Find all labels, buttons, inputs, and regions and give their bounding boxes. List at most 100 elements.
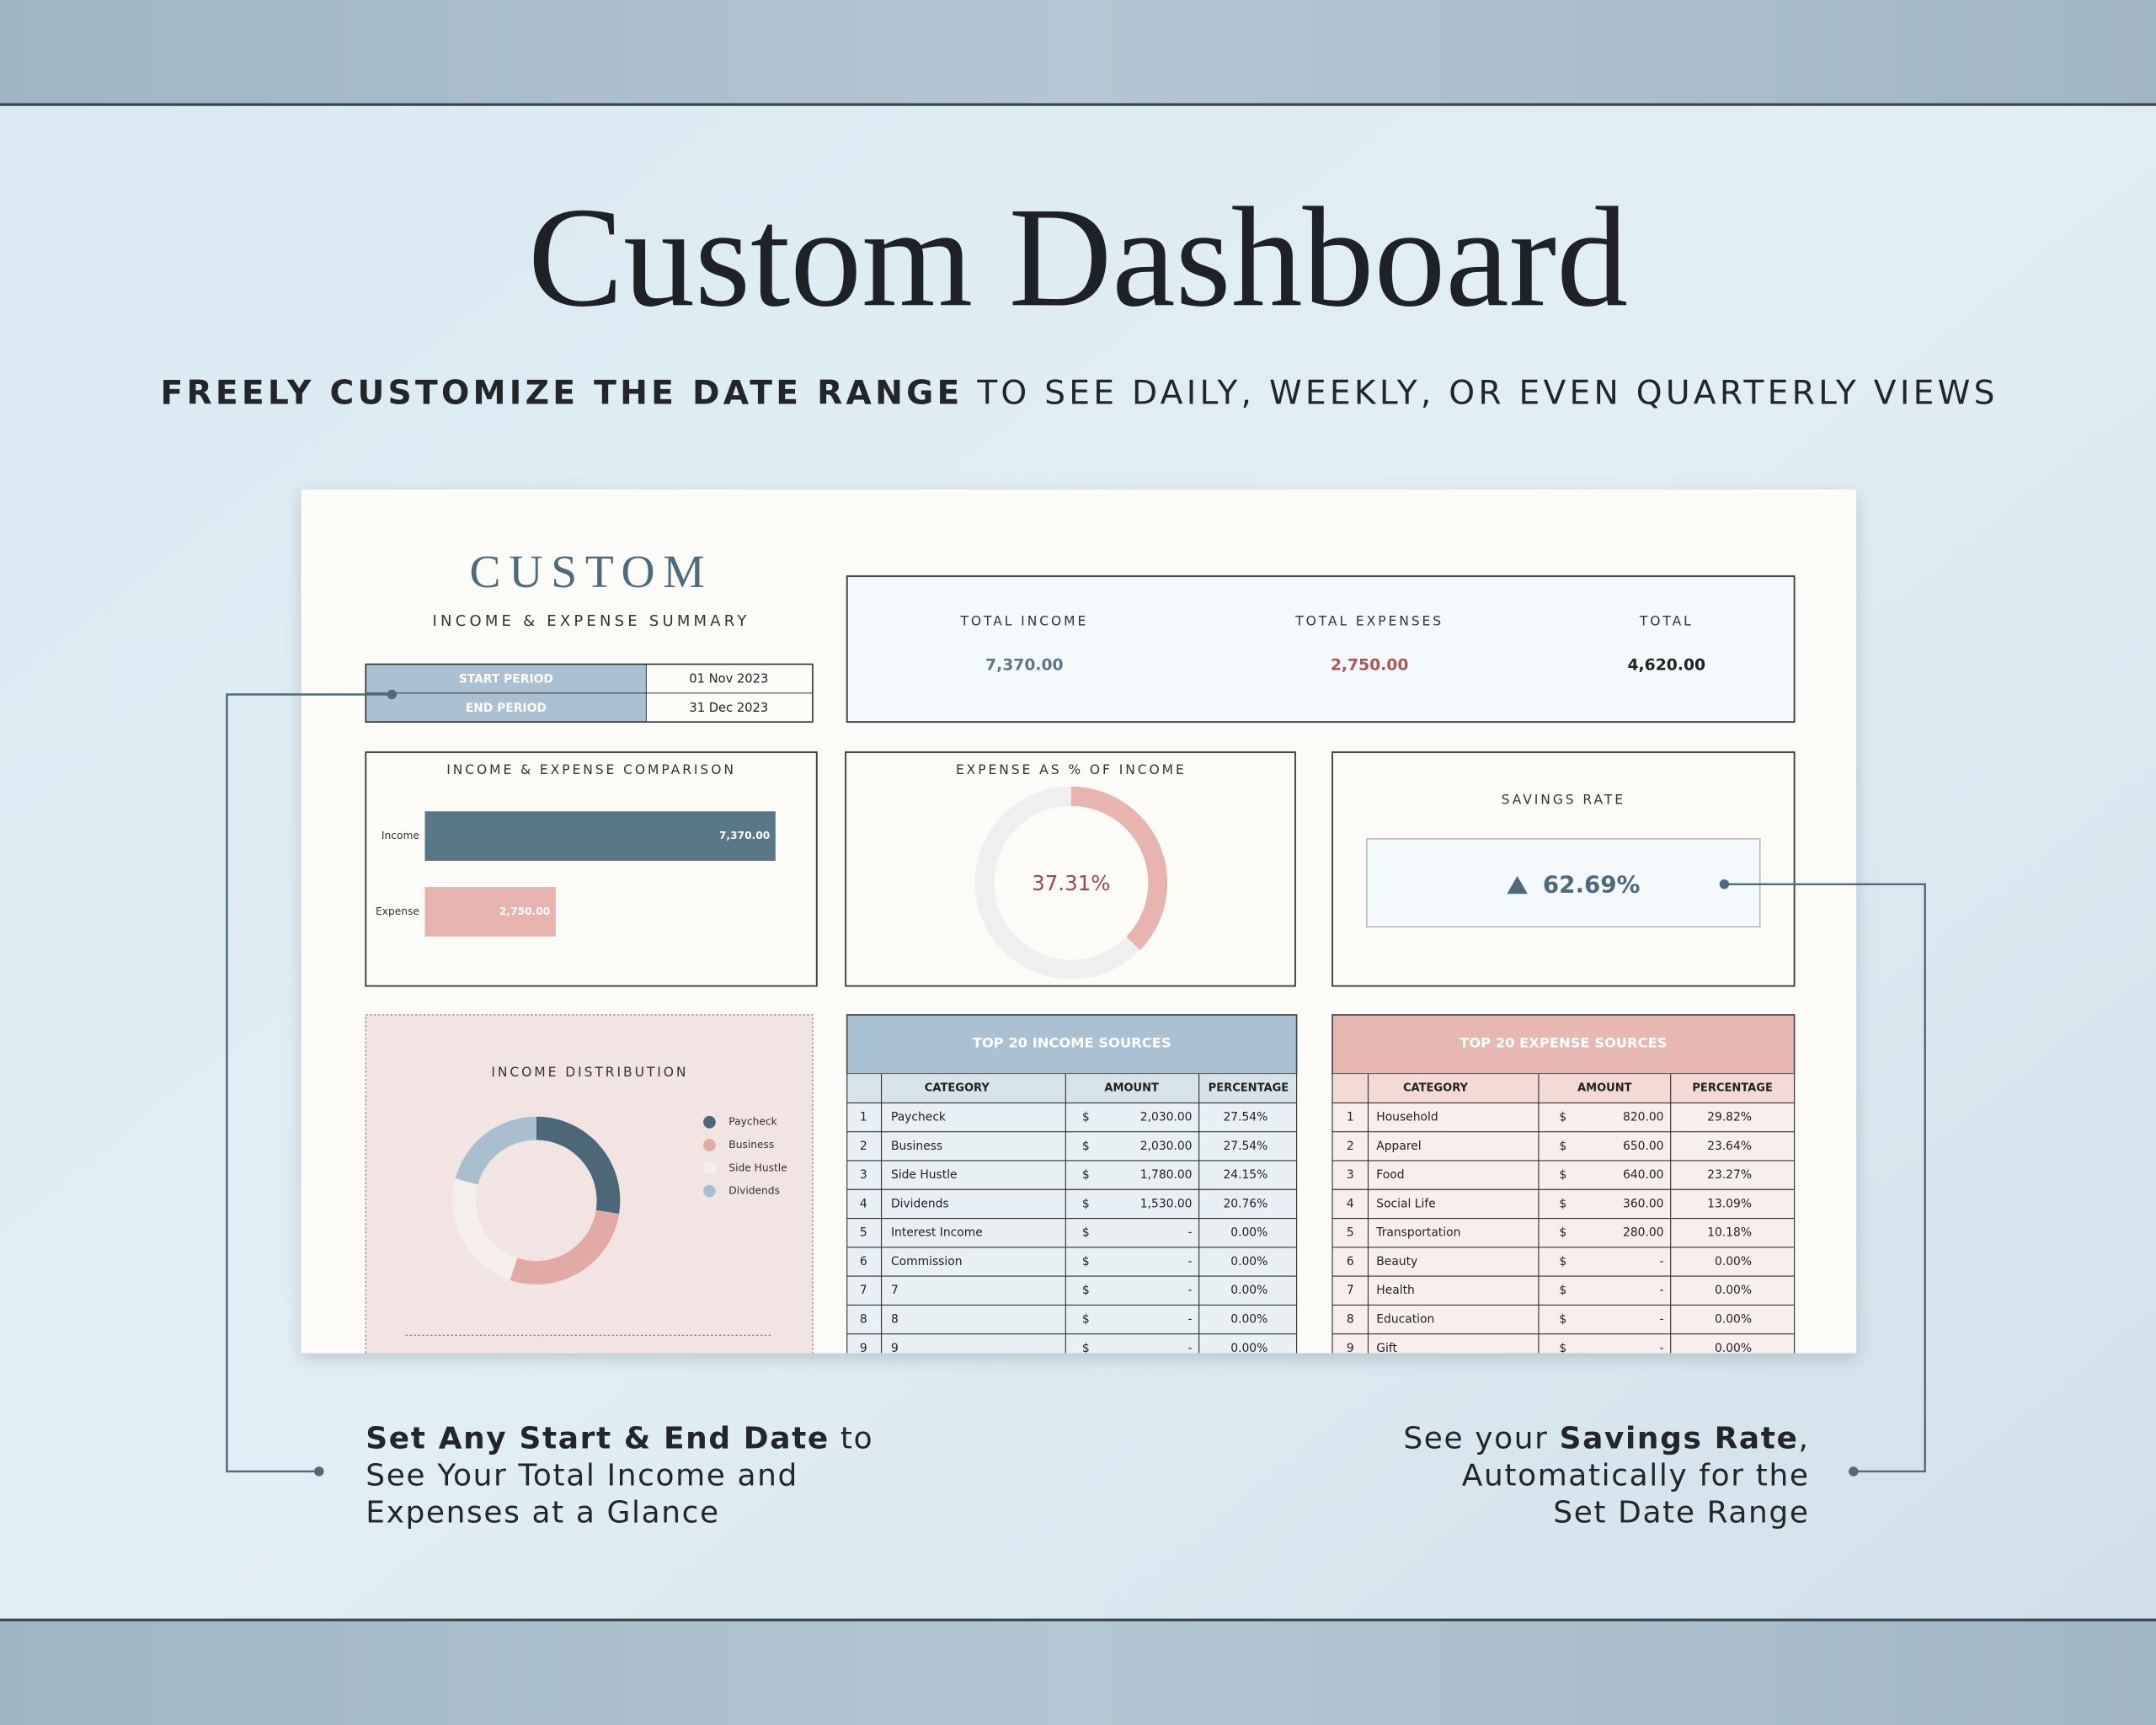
savings-title: SAVINGS RATE <box>1502 793 1625 808</box>
bar <box>424 811 776 862</box>
subtitle-rest: TO SEE DAILY, WEEKLY, OR EVEN QUARTERLY … <box>963 374 1999 412</box>
table-cell: 8 <box>1347 1313 1354 1327</box>
column-header: AMOUNT <box>1104 1082 1159 1095</box>
legend-marker <box>703 1139 716 1151</box>
legend-marker <box>703 1115 716 1129</box>
up-arrow-icon <box>1507 876 1528 895</box>
total-value: 4,620.00 <box>1627 657 1705 675</box>
table-cell: $ <box>1082 1255 1090 1268</box>
table-cell: Dividends <box>891 1197 949 1210</box>
chart-title: INCOME DISTRIBUTION <box>491 1065 688 1080</box>
table-cell: - <box>1659 1313 1663 1327</box>
right-callout-line: See your Savings Rate, <box>1403 1421 1809 1455</box>
dashboard-subtitle: INCOME & EXPENSE SUMMARY <box>433 612 750 630</box>
table-cell: 2,030.00 <box>1140 1111 1193 1124</box>
table-cell: 4 <box>860 1197 867 1210</box>
table-cell: 2 <box>860 1140 867 1153</box>
table-cell: 20.76% <box>1223 1197 1267 1210</box>
table-column-header <box>846 1074 1297 1103</box>
table-cell: - <box>1187 1342 1192 1355</box>
column-header: PERCENTAGE <box>1209 1082 1289 1095</box>
callout-text: See your <box>1403 1421 1559 1455</box>
table-cell: Apparel <box>1376 1140 1421 1153</box>
dashboard: CUSTOM INCOME & EXPENSE SUMMARY START PE… <box>365 547 1796 1355</box>
table-cell: $ <box>1082 1140 1090 1153</box>
table-cell: $ <box>1082 1197 1090 1210</box>
total-value: 2,750.00 <box>1331 657 1409 675</box>
connector-dot <box>314 1466 324 1477</box>
table-cell: $ <box>1559 1168 1566 1182</box>
dashboard-title: CUSTOM <box>470 547 713 598</box>
total-value: 7,370.00 <box>985 657 1064 675</box>
table-cell: 0.00% <box>1230 1284 1267 1297</box>
table-cell: - <box>1187 1255 1192 1268</box>
table-cell: - <box>1187 1226 1192 1240</box>
table-title-bar <box>1331 1014 1796 1075</box>
table-cell: 1 <box>860 1111 867 1124</box>
donut-segment <box>1070 786 1168 951</box>
table-title: TOP 20 INCOME SOURCES <box>973 1035 1171 1051</box>
table-cell: $ <box>1082 1226 1090 1240</box>
table-column-header <box>1332 1074 1795 1103</box>
table-cell: - <box>1659 1284 1663 1297</box>
table-cell: 5 <box>1347 1226 1354 1240</box>
column-header: PERCENTAGE <box>1692 1082 1773 1095</box>
right-connector <box>1724 883 1926 1473</box>
table-cell: $ <box>1082 1313 1090 1327</box>
table-cell: $ <box>1082 1284 1090 1297</box>
table-cell: - <box>1659 1255 1663 1268</box>
table-cell: $ <box>1559 1111 1566 1124</box>
table-cell: 3 <box>860 1168 867 1182</box>
table-cell: - <box>1659 1342 1663 1355</box>
left-callout-line: See Your Total Income and <box>366 1458 798 1493</box>
table-cell: 1,530.00 <box>1140 1197 1193 1210</box>
table-cell: 6 <box>860 1255 867 1268</box>
table-cell: 650.00 <box>1623 1140 1664 1153</box>
table-cell: 0.00% <box>1230 1226 1267 1240</box>
table-cell: 9 <box>860 1342 867 1355</box>
end-label: END PERIOD <box>466 702 547 715</box>
table-cell: 820.00 <box>1623 1111 1664 1124</box>
column-header: CATEGORY <box>925 1082 990 1095</box>
table-cell: 5 <box>860 1226 867 1240</box>
callout-bold: Savings Rate <box>1560 1421 1799 1455</box>
donut-segment <box>536 1116 621 1215</box>
table-title: TOP 20 EXPENSE SOURCES <box>1460 1035 1667 1051</box>
table-cell: 13.09% <box>1707 1197 1752 1210</box>
chart-title: EXPENSE AS % OF INCOME <box>956 762 1187 777</box>
bar-value-label: 7,370.00 <box>719 830 770 841</box>
callout-text: , <box>1799 1421 1810 1455</box>
right-callout-line: Automatically for the <box>1462 1458 1810 1493</box>
left-callout-line: Expenses at a Glance <box>366 1496 719 1530</box>
callout-text: to <box>830 1421 873 1455</box>
bottom-band <box>0 1620 2156 1725</box>
table-cell: 7 <box>1347 1284 1354 1297</box>
table-cell: $ <box>1559 1197 1566 1210</box>
table-cell: 0.00% <box>1715 1313 1752 1327</box>
table-cell: Social Life <box>1376 1197 1435 1210</box>
bar-category-label: Expense <box>376 905 419 917</box>
subtitle-bold: FREELY CUSTOMIZE THE DATE RANGE <box>161 374 963 412</box>
table-cell: - <box>1187 1313 1192 1327</box>
table-cell: 280.00 <box>1623 1226 1664 1240</box>
table-cell: 8 <box>891 1313 899 1327</box>
legend-label: Business <box>728 1139 774 1151</box>
table-body <box>1332 1103 1795 1354</box>
table-cell: 23.64% <box>1707 1140 1752 1153</box>
legend-label: Paycheck <box>728 1116 777 1128</box>
donut-segment <box>455 1116 536 1185</box>
table-cell: Interest Income <box>891 1226 983 1240</box>
table-cell: 29.82% <box>1707 1111 1752 1124</box>
table-cell: $ <box>1559 1226 1566 1240</box>
column-header: CATEGORY <box>1403 1082 1469 1095</box>
callout-bold: Set Any Start & End Date <box>366 1421 830 1455</box>
connector-dot <box>1719 879 1730 889</box>
legend-label: Side Hustle <box>728 1162 787 1173</box>
total-label: TOTAL INCOME <box>959 613 1088 628</box>
top-band <box>0 0 2156 105</box>
table-cell: 0.00% <box>1230 1313 1267 1327</box>
table-cell: 640.00 <box>1623 1168 1664 1182</box>
page-subtitle: FREELY CUSTOMIZE THE DATE RANGE TO SEE D… <box>161 374 1999 412</box>
totals-box <box>846 575 1796 724</box>
table-cell: - <box>1187 1284 1192 1297</box>
